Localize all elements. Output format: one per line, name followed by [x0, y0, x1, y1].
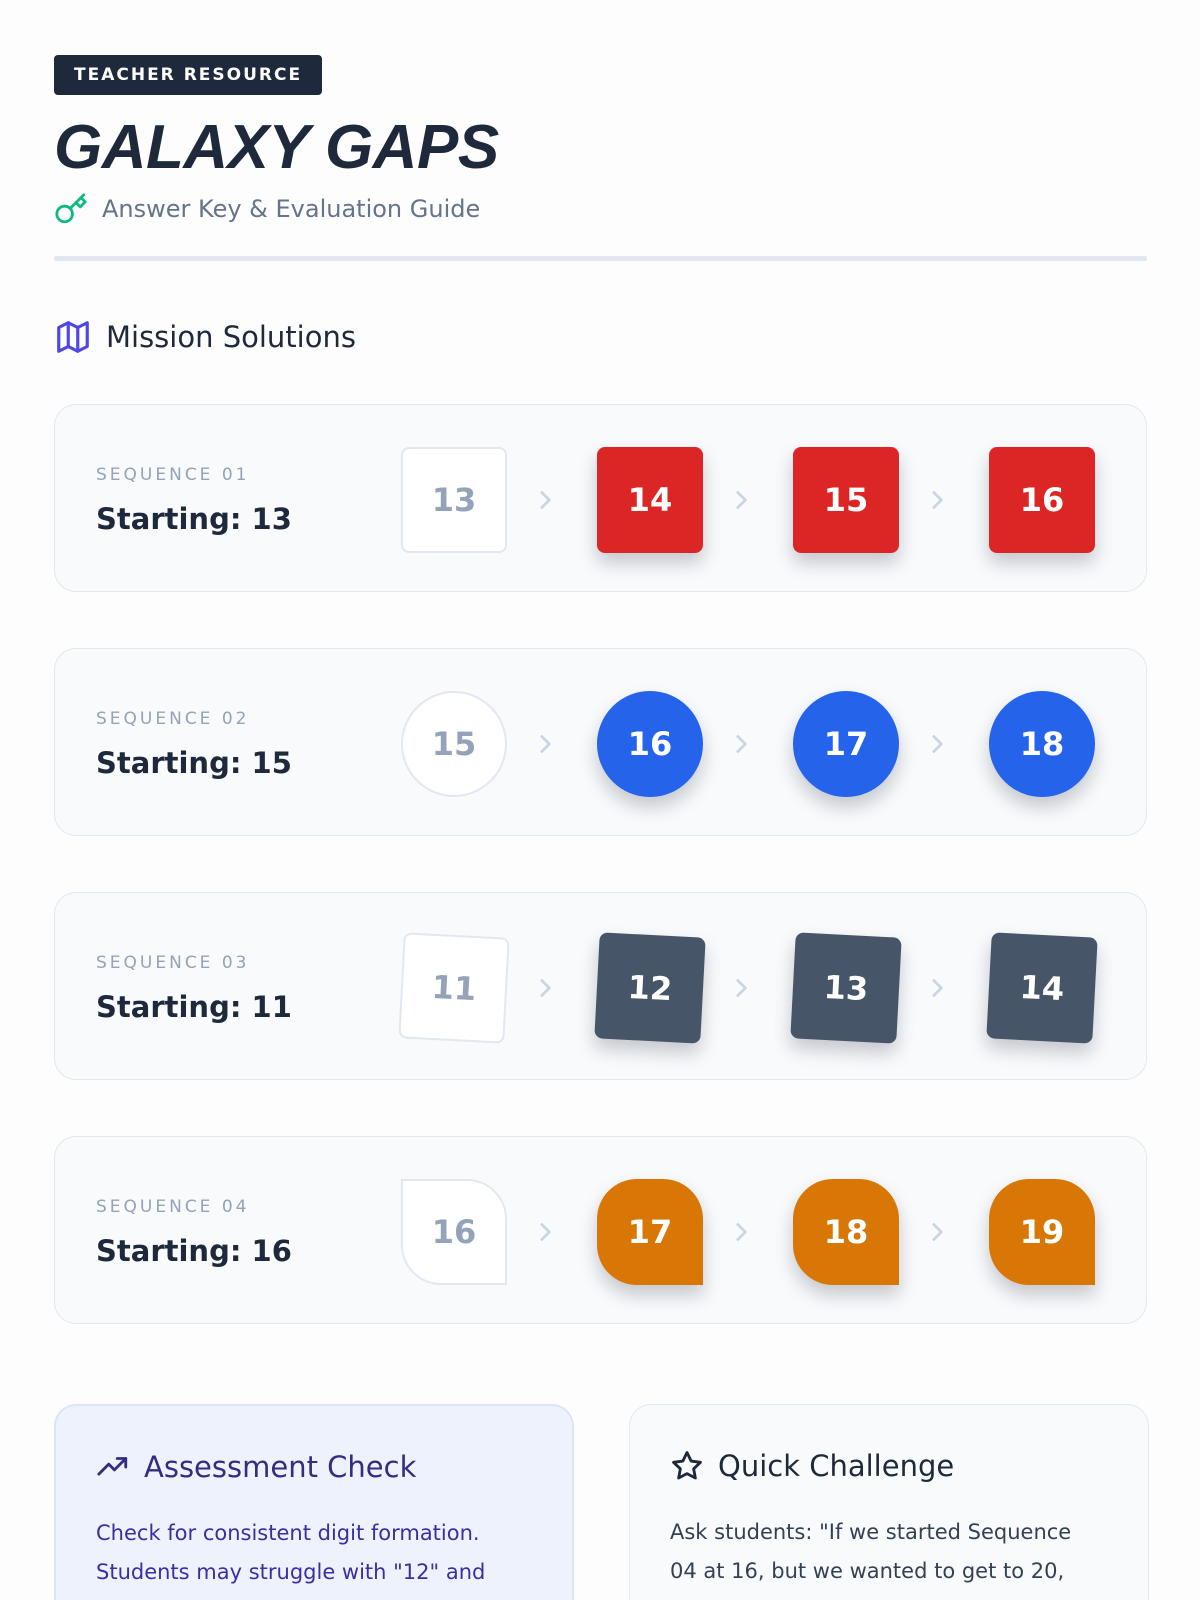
sequence-card: SEQUENCE 03 Starting: 11 11 12 13 14 [54, 892, 1147, 1080]
page-title: GALAXY GAPS [54, 113, 499, 182]
header-divider [54, 256, 1147, 261]
quick-challenge-panel: Quick Challenge Ask students: "If we sta… [629, 1404, 1149, 1600]
assessment-body-line: Students may struggle with "12" and [96, 1560, 486, 1584]
answer-number-tile: 18 [793, 1179, 899, 1285]
given-number-tile: 13 [401, 447, 507, 553]
chevron-right-icon [922, 485, 952, 515]
section-title: Mission Solutions [106, 320, 356, 354]
chevron-right-icon [726, 1217, 756, 1247]
assessment-check-title: Assessment Check [144, 1450, 417, 1484]
sequence-label: SEQUENCE 04 [96, 1197, 250, 1217]
chevron-right-icon [726, 973, 756, 1003]
teacher-resource-badge: TEACHER RESOURCE [54, 55, 323, 95]
answer-number-tile: 15 [793, 447, 899, 553]
sequence-label: SEQUENCE 02 [96, 709, 250, 729]
answer-number-tile: 13 [790, 932, 902, 1044]
chevron-right-icon [530, 973, 560, 1003]
trending-up-icon [97, 1457, 128, 1476]
chevron-right-icon [922, 1217, 952, 1247]
assessment-check-body: Check for consistent digit formation. St… [96, 1514, 532, 1592]
quick-challenge-body: Ask students: "If we started Sequence 04… [670, 1513, 1108, 1591]
answer-number-tile: 17 [793, 691, 899, 797]
given-number-tile: 11 [398, 932, 510, 1044]
chevron-right-icon [530, 485, 560, 515]
starting-label: Starting: 13 [96, 502, 292, 536]
answer-number-tile: 19 [989, 1179, 1095, 1285]
assessment-check-panel: Assessment Check Check for consistent di… [54, 1404, 574, 1600]
answer-number-tile: 14 [597, 447, 703, 553]
answer-number-tile: 14 [986, 932, 1098, 1044]
chevron-right-icon [726, 485, 756, 515]
answer-number-tile: 16 [597, 691, 703, 797]
starting-label: Starting: 15 [96, 746, 292, 780]
chevron-right-icon [530, 729, 560, 759]
answer-number-tile: 17 [597, 1179, 703, 1285]
section-heading: Mission Solutions [54, 318, 356, 356]
assessment-check-heading: Assessment Check [96, 1450, 532, 1484]
map-icon [57, 321, 89, 353]
chevron-right-icon [726, 729, 756, 759]
answer-number-tile: 16 [989, 447, 1095, 553]
chevron-right-icon [530, 1217, 560, 1247]
challenge-body-line: 04 at 16, but we wanted to get to 20, [670, 1559, 1065, 1583]
starting-label: Starting: 11 [96, 990, 292, 1024]
challenge-body-line: Ask students: "If we started Sequence [670, 1520, 1072, 1544]
sequence-label: SEQUENCE 03 [96, 953, 250, 973]
answer-number-tile: 12 [594, 932, 706, 1044]
answer-number-tile: 18 [989, 691, 1095, 797]
sequence-card: SEQUENCE 02 Starting: 15 15 16 17 18 [54, 648, 1147, 836]
quick-challenge-heading: Quick Challenge [670, 1449, 1108, 1483]
star-icon [672, 1451, 702, 1480]
subtitle: Answer Key & Evaluation Guide [54, 192, 480, 226]
chevron-right-icon [922, 973, 952, 1003]
subtitle-text: Answer Key & Evaluation Guide [102, 195, 481, 223]
given-number-tile: 16 [401, 1179, 507, 1285]
assessment-body-line: Check for consistent digit formation. [96, 1521, 480, 1545]
chevron-right-icon [922, 729, 952, 759]
starting-label: Starting: 16 [96, 1234, 292, 1268]
quick-challenge-title: Quick Challenge [718, 1449, 955, 1483]
sequence-card: SEQUENCE 04 Starting: 16 16 17 18 19 [54, 1136, 1147, 1324]
key-icon [55, 193, 87, 224]
given-number-tile: 15 [401, 691, 507, 797]
sequence-card: SEQUENCE 01 Starting: 13 13 14 15 16 [54, 404, 1147, 592]
sequence-label: SEQUENCE 01 [96, 465, 250, 485]
